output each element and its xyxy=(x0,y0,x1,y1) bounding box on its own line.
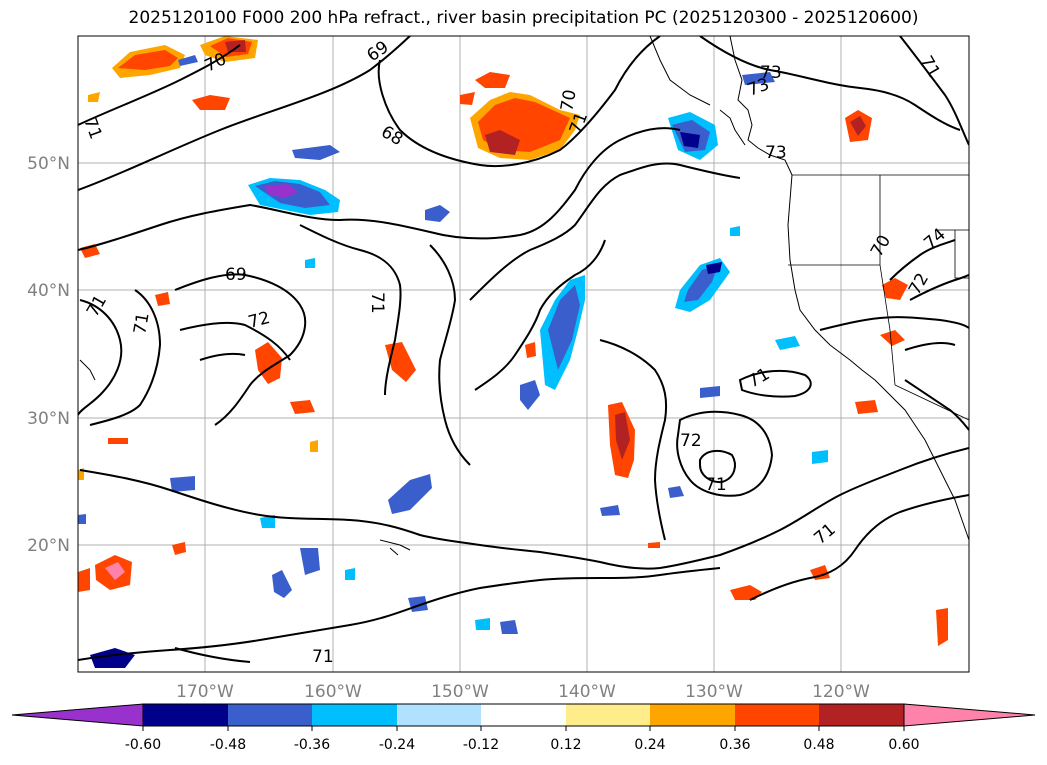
anomaly-patch xyxy=(272,570,292,598)
anomaly-patch xyxy=(668,112,718,160)
colorbar-tick-label: -0.24 xyxy=(379,737,415,753)
colorbar-tick-label: -0.48 xyxy=(210,737,246,753)
anomaly-patch xyxy=(845,110,872,142)
anomaly-patch xyxy=(108,438,128,444)
anomaly-patch xyxy=(855,400,878,414)
colorbar-extend-low xyxy=(11,703,144,727)
anomaly-patch xyxy=(345,568,355,580)
contour-label: 72 xyxy=(680,431,702,451)
colorbar-tick-label: 0.12 xyxy=(550,737,581,753)
anomaly-patch xyxy=(192,95,230,110)
colorbar-tick-label: -0.12 xyxy=(463,737,499,753)
coastlines xyxy=(79,36,969,556)
anomaly-patch xyxy=(460,92,475,105)
anomaly-patch xyxy=(880,330,905,346)
anomaly-patch xyxy=(305,258,315,268)
anomaly-patch xyxy=(648,542,660,548)
anomaly-patch xyxy=(730,585,762,600)
anomaly-patch xyxy=(520,380,540,410)
map-title: 2025120100 F000 200 hPa refract., river … xyxy=(128,8,919,28)
lon-label-130w: 130°W xyxy=(685,682,743,702)
anomaly-patch xyxy=(260,515,275,528)
anomaly-patch xyxy=(172,542,186,555)
colorbar-swatch xyxy=(312,704,397,726)
anomaly-patch xyxy=(540,275,585,390)
anomaly-patch xyxy=(310,440,318,452)
anomaly-patch xyxy=(155,292,170,306)
longitude-labels: 170°W 160°W 150°W 140°W 130°W 120°W xyxy=(176,682,870,702)
colorbar-swatch xyxy=(735,704,819,726)
anomaly-patch xyxy=(475,72,510,88)
anomaly-patch xyxy=(95,555,132,590)
colorbar-tick-label: 0.24 xyxy=(634,737,665,753)
contour-label: 71 xyxy=(130,311,153,336)
anomaly-patch xyxy=(170,476,195,492)
contour-label: 70 xyxy=(557,88,580,113)
colorbar-swatch xyxy=(143,704,228,726)
state-borders xyxy=(788,174,969,421)
anomaly-patch xyxy=(388,474,432,514)
lat-label-40n: 40°N xyxy=(27,281,70,301)
contour-label: 69 xyxy=(225,265,247,285)
anomaly-patch xyxy=(475,618,490,630)
anomaly-patch xyxy=(936,608,948,646)
anomaly-patch xyxy=(290,400,315,414)
anomaly-patch xyxy=(178,55,198,66)
contour-label: 71 xyxy=(705,475,727,495)
lon-label-170w: 170°W xyxy=(176,682,234,702)
colorbar-swatch xyxy=(566,704,650,726)
contour-label: 73 xyxy=(765,143,787,163)
anomaly-patch xyxy=(112,45,185,78)
colorbar-swatch xyxy=(650,704,735,726)
anomaly-patch xyxy=(730,226,740,236)
colorbar-swatch xyxy=(819,704,904,726)
colorbar-tick-label: 0.60 xyxy=(888,737,919,753)
anomaly-patch xyxy=(700,386,720,398)
anomaly-patch xyxy=(525,342,536,358)
anomaly-patch xyxy=(882,278,908,300)
anomaly-patch xyxy=(600,505,620,516)
anomaly-patch xyxy=(292,145,340,160)
colorbar: -0.60 -0.48 -0.36 -0.24 -0.12 0.12 0.24 … xyxy=(11,703,1036,753)
negative-precip-anomalies xyxy=(78,55,828,668)
lat-label-30n: 30°N xyxy=(27,409,70,429)
anomaly-patch xyxy=(300,548,320,575)
colorbar-swatch xyxy=(228,704,312,726)
map-plot-area: 70 69 71 73 73 73 71 70 71 68 69 71 71 7… xyxy=(78,36,969,672)
lat-label-50n: 50°N xyxy=(27,154,70,174)
lon-label-160w: 160°W xyxy=(304,682,362,702)
anomaly-patch xyxy=(668,486,684,498)
anomaly-patch xyxy=(200,36,258,62)
refractivity-contours xyxy=(78,36,969,663)
contour-label: 71 xyxy=(312,647,334,667)
contour-label: 71 xyxy=(367,292,387,314)
colorbar-swatch xyxy=(397,704,481,726)
anomaly-patch xyxy=(500,620,518,634)
anomaly-patch xyxy=(470,92,580,160)
anomaly-patch xyxy=(812,450,828,464)
lon-label-150w: 150°W xyxy=(431,682,489,702)
lon-label-120w: 120°W xyxy=(812,682,870,702)
colorbar-tick-label: 0.36 xyxy=(719,737,750,753)
anomaly-patch xyxy=(675,258,730,312)
anomaly-patch xyxy=(248,178,340,215)
colorbar-tick-label: -0.60 xyxy=(125,737,161,753)
colorbar-extend-high xyxy=(903,703,1036,727)
contour-label: 73 xyxy=(760,63,782,83)
colorbar-tick-label: -0.36 xyxy=(294,737,330,753)
anomaly-patch xyxy=(742,72,775,85)
anomaly-patch xyxy=(425,205,450,222)
colorbar-swatch xyxy=(481,704,566,726)
lat-label-20n: 20°N xyxy=(27,536,70,556)
latitude-labels: 50°N 40°N 30°N 20°N xyxy=(27,154,70,556)
map-frame xyxy=(77,35,970,673)
anomaly-patch xyxy=(88,92,100,102)
anomaly-patch xyxy=(608,402,635,478)
colorbar-tick-label: 0.48 xyxy=(803,737,834,753)
anomaly-patch xyxy=(78,568,90,592)
anomaly-patch xyxy=(775,336,800,350)
anomaly-patch xyxy=(78,514,86,524)
lon-label-140w: 140°W xyxy=(558,682,616,702)
